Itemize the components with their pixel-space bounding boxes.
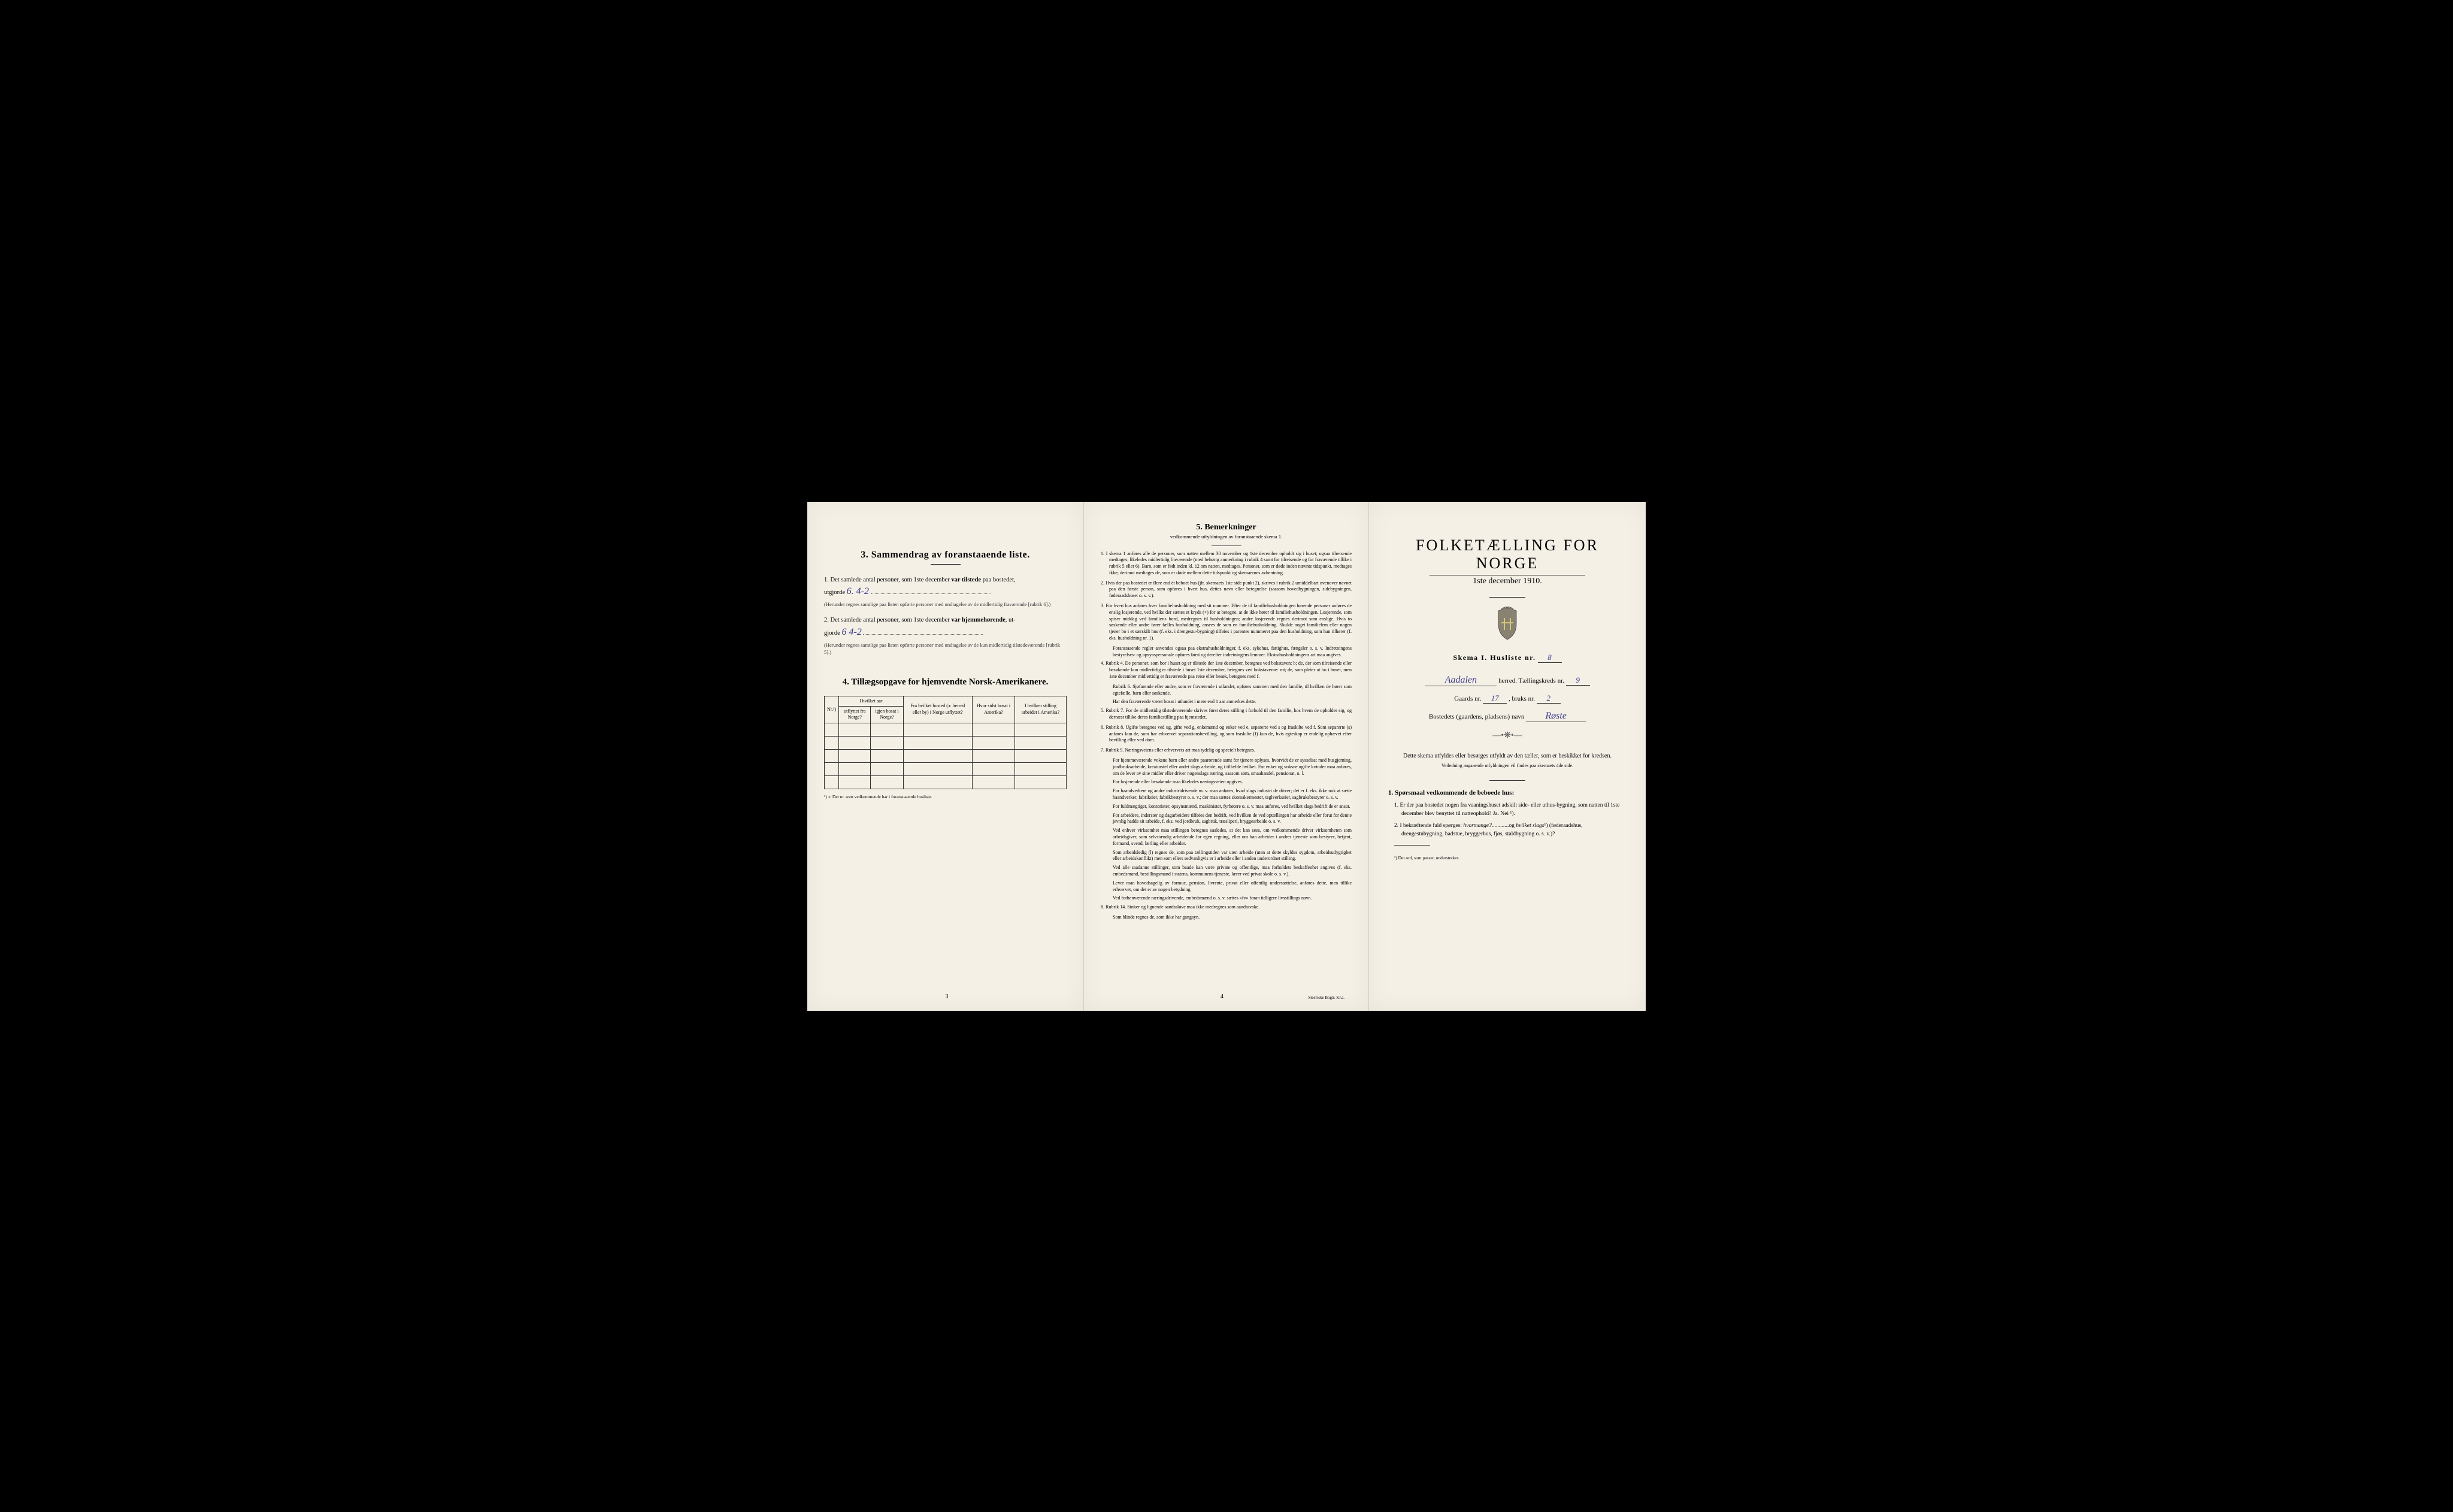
instruction-text: Dette skema utfyldes eller besørges utfy… (1392, 752, 1623, 760)
bosted-line: Bostedets (gaardens, pladsens) navn Røst… (1386, 711, 1629, 722)
item2-bold: var hjemmehørende (951, 617, 1005, 623)
question-heading: 1. Spørsmaal vedkommende de beboede hus: (1388, 789, 1629, 796)
bem-7-sub8: Lever man hovedsagelig av formue, pensio… (1101, 880, 1352, 893)
handwritten-count-2: 6 4-2 (841, 627, 861, 637)
bosted-name: Røste (1526, 711, 1586, 722)
item1-bold: var tilstede (951, 577, 981, 583)
bem-7-sub7: Ved alle saadanne stillinger, som baade … (1101, 865, 1352, 878)
item2-prefix: 2. Det samlede antal personer, som 1ste … (824, 617, 951, 623)
question-footnote: ¹) Det ord, som passer, understrekes. (1394, 855, 1629, 860)
page-number-3: 3 (946, 993, 949, 1000)
item-1: 1. Det samlede antal personer, som 1ste … (824, 575, 1067, 609)
item2-suffix: , ut- (1006, 617, 1016, 623)
skema-label: Skema I. Husliste nr. (1453, 653, 1536, 662)
bem-7-sub1: For losjerende eller besøkende maa likel… (1101, 779, 1352, 786)
th-bosat: igjen bosat i Norge? (871, 707, 903, 723)
bem-3-extra: Foranstaaende regler anvendes ogsaa paa … (1101, 646, 1352, 659)
husliste-nr: 8 (1538, 653, 1562, 663)
section-3-title: 3. Sammendrag av foranstaaende liste. (824, 550, 1067, 560)
printer-imprint: Steen'ske Bogtr. Kr.a. (1308, 995, 1344, 1000)
bem-7-sub0: For hjemmeværende voksne barn eller andr… (1101, 757, 1352, 777)
bruks-nr: 2 (1537, 693, 1561, 704)
bem-7-sub2: For haandverkere og andre industridriven… (1101, 788, 1352, 801)
section-5-subtitle: vedkommende utfyldningen av foranstaaend… (1101, 534, 1352, 540)
skema-line: Skema I. Husliste nr. 8 (1386, 653, 1629, 663)
table-row (825, 749, 1067, 762)
dotted-line (863, 634, 983, 635)
instruction-sub: Veiledning angaaende utfyldningen vil fi… (1386, 763, 1629, 768)
item-2: 2. Det samlede antal personer, som 1ste … (824, 616, 1067, 656)
title-underline (931, 564, 961, 565)
bem-6: 6. Rubrik 8. Ugifte betegnes ved ug, gif… (1101, 725, 1352, 744)
panel-title-page: FOLKETÆLLING FOR NORGE 1ste december 191… (1369, 502, 1646, 1011)
coat-of-arms-icon (1492, 606, 1522, 642)
q1-text: 1. Er der paa bostedet nogen fra vaaning… (1394, 802, 1619, 817)
bem-7: 7. Rubrik 9. Næringsveiens eller erhverv… (1101, 747, 1352, 754)
q2-italic1: hvormange? (1463, 823, 1492, 829)
main-title: FOLKETÆLLING FOR NORGE (1386, 537, 1629, 572)
item1-prefix: 1. Det samlede antal personer, som 1ste … (824, 577, 951, 583)
page-number-4: 4 (1221, 993, 1224, 1000)
table-body (825, 723, 1067, 789)
bosted-label: Bostedets (gaardens, pladsens) navn (1429, 713, 1524, 720)
kreds-nr: 9 (1566, 675, 1590, 686)
bruks-label: , bruks nr. (1509, 695, 1535, 702)
gaards-label: Gaards nr. (1454, 695, 1481, 702)
th-amerika: Hvor sidst bosat i Amerika? (973, 696, 1015, 723)
bem-2: 2. Hvis der paa bostedet er flere end ét… (1101, 580, 1352, 599)
section-4-title: 4. Tillægsopgave for hjemvendte Norsk-Am… (824, 677, 1067, 687)
th-bosted: Fra hvilket bosted (ɔ: herred eller by) … (903, 696, 973, 723)
question-2: 2. I bekræftende fald spørges: hvormange… (1401, 822, 1623, 839)
bem-8: 8. Rubrik 14. Sinker og lignende aandssl… (1101, 904, 1352, 911)
herred-name: Aadalen (1425, 675, 1497, 686)
gaards-line: Gaards nr. 17 , bruks nr. 2 (1386, 693, 1629, 704)
bem-7-sub4: For arbeidere, inderster og dagarbeidere… (1101, 813, 1352, 826)
bem-3: 3. For hvert hus anføres hver familiehus… (1101, 603, 1352, 642)
item1-suffix: paa bostedet, (981, 577, 1015, 583)
gaards-nr: 17 (1483, 693, 1507, 704)
divider (1489, 780, 1525, 781)
gjorde-2: gjorde (824, 630, 840, 637)
utgjorde-1: utgjorde (824, 589, 845, 596)
panel-page-3: 3. Sammendrag av foranstaaende liste. 1.… (807, 502, 1084, 1011)
bem-7-sub3: For fuldmægtiger, kontorister, opsynsmæn… (1101, 804, 1352, 810)
th-nr: Nr.¹) (825, 696, 839, 723)
bem-7-sub5: Ved enhver virksomhet maa stillingen bet… (1101, 828, 1352, 847)
question-1: 1. Er der paa bostedet nogen fra vaaning… (1401, 801, 1623, 819)
q2-italic2: hvilket slags (1516, 823, 1544, 829)
section-5-title: 5. Bemerkninger (1101, 523, 1352, 532)
item1-note: (Herunder regnes samtlige paa listen opf… (824, 601, 1067, 608)
panel-page-4: 5. Bemerkninger vedkommende utfyldningen… (1084, 502, 1369, 1011)
bem-4-sub1: Rubrik 6. Sjøfarende eller andre, som er… (1101, 684, 1352, 697)
bem-8-sub: Som blinde regnes de, som ikke har gangs… (1101, 914, 1352, 921)
bem-7-sub6: Som arbeidsledig (l) regnes de, som paa … (1101, 850, 1352, 863)
bem-5: 5. Rubrik 7. For de midlertidig tilstede… (1101, 708, 1352, 721)
th-stilling: I hvilken stilling arbeidet i Amerika? (1014, 696, 1066, 723)
q2-prefix: 2. I bekræftende fald spørges: (1394, 823, 1463, 829)
herred-line: Aadalen herred. Tællingskreds nr. 9 (1386, 675, 1629, 686)
table-row (825, 762, 1067, 775)
census-date: 1ste december 1910. (1386, 577, 1629, 586)
q2-mid: ............og (1492, 823, 1516, 829)
dotted-line (871, 593, 991, 594)
bem-4-sub2: Har den fraværende været bosat i utlande… (1101, 699, 1352, 705)
handwritten-count-1: 6. 4-2 (847, 586, 869, 596)
bem-1: 1. I skema 1 anføres alle de personer, s… (1101, 551, 1352, 577)
bem-4: 4. Rubrik 4. De personer, som bor i huse… (1101, 660, 1352, 680)
table-row (825, 736, 1067, 749)
herred-label: herred. Tællingskreds nr. (1498, 677, 1564, 684)
table-row (825, 723, 1067, 736)
amerikaner-table: Nr.¹) I hvilket aar Fra hvilket bosted (… (824, 696, 1067, 789)
footnote-rule (1394, 845, 1430, 846)
date-rule (1489, 597, 1525, 598)
th-aar: I hvilket aar (839, 696, 903, 706)
table-footnote: ¹) ɔ: Det nr. som vedkommende har i fora… (824, 794, 1067, 799)
th-utflyttet: utflyttet fra Norge? (839, 707, 871, 723)
census-document: 3. Sammendrag av foranstaaende liste. 1.… (807, 502, 1646, 1011)
item2-note: (Herunder regnes samtlige paa listen opf… (824, 642, 1067, 656)
ornament-icon: ―•❋•― (1386, 731, 1629, 741)
bem-7-sub9: Ved forhenværende næringsdrivende, embed… (1101, 895, 1352, 902)
table-row (825, 775, 1067, 789)
